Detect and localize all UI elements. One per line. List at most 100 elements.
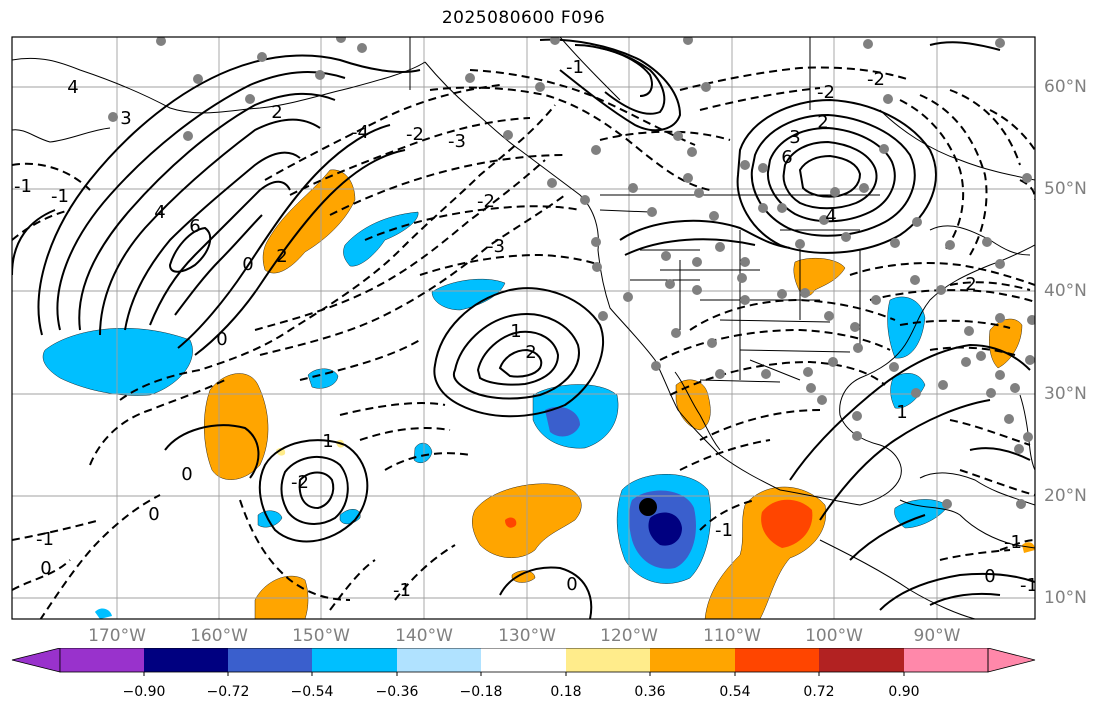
- contour-label: 1: [322, 431, 333, 452]
- contour-label: 2: [276, 246, 287, 267]
- shade-light-blue: [257, 510, 283, 528]
- colorbar-tick-label: −0.36: [375, 684, 419, 700]
- colorbar-tick-label: 0.36: [634, 684, 666, 700]
- contour-label: -1: [393, 580, 411, 601]
- lat-label: 10°N: [1044, 588, 1087, 608]
- negative-contours: [12, 66, 1035, 619]
- contour-label: -1: [51, 186, 69, 207]
- contour-label: -1: [715, 520, 733, 541]
- contour-label: -1: [36, 529, 54, 550]
- colorbar-tick-label: 0.72: [803, 684, 835, 700]
- lon-label: 90°W: [913, 626, 961, 646]
- colorbar-tick-label: 0.54: [719, 684, 751, 700]
- colorbar-tick-label: −0.90: [122, 684, 166, 700]
- colorbar-tick-label: −0.54: [290, 684, 334, 700]
- contour-label: 0: [148, 504, 159, 525]
- colorbar-segment: [144, 648, 228, 672]
- station-markers: [108, 37, 1035, 509]
- colorbar-segment: [566, 648, 650, 672]
- contour-label: -2: [406, 124, 424, 145]
- colorbar-tick-label: −0.72: [206, 684, 250, 700]
- contour-label: 1: [510, 321, 521, 342]
- contour-label: -3: [448, 131, 466, 152]
- black-marker: [639, 498, 657, 516]
- lon-label: 170°W: [88, 626, 146, 646]
- contour-label: -2: [477, 191, 495, 212]
- contour-label: 0: [984, 566, 995, 587]
- contour-label-layer: 4 3 2 6 4 2 0 -1 -2 -3 -4 -2 -3 -1 0 2 1…: [14, 57, 1038, 601]
- shade-light-blue: [413, 442, 433, 463]
- contour-label: 3: [789, 127, 800, 148]
- contour-label: 0: [216, 329, 227, 350]
- shade-light-blue: [431, 278, 506, 311]
- contour-label: -1: [1004, 532, 1022, 553]
- contour-label: 6: [781, 147, 792, 168]
- shade-red: [761, 499, 813, 548]
- lat-label: 60°N: [1044, 77, 1087, 97]
- shade-light-blue: [95, 608, 112, 619]
- contour-label: -2: [291, 472, 309, 493]
- lon-label: 140°W: [395, 626, 453, 646]
- map-title: 2025080600 F096: [441, 8, 606, 28]
- contour-label: 4: [154, 202, 165, 223]
- colorbar: [11, 648, 1036, 676]
- coastlines: [12, 37, 1035, 619]
- colorbar-extend-right: [987, 648, 1036, 673]
- contour-label: 0: [40, 558, 51, 579]
- colorbar-tick-label: 0.90: [888, 684, 920, 700]
- contour-label: -2: [867, 69, 885, 90]
- lon-label: 100°W: [805, 626, 863, 646]
- lat-label: 20°N: [1044, 486, 1087, 506]
- colorbar-segment: [650, 648, 735, 672]
- contour-label: 2: [271, 102, 282, 123]
- colorbar-segment: [481, 648, 566, 672]
- contour-label: 0: [242, 254, 253, 275]
- contour-label: -4: [351, 122, 369, 143]
- colorbar-segment: [60, 648, 144, 672]
- contour-label: -1: [566, 57, 584, 78]
- shade-light-blue: [343, 211, 419, 267]
- contour-label: 0: [181, 464, 192, 485]
- colorbar-segment: [228, 648, 312, 672]
- contour-label: 0: [566, 574, 577, 595]
- colorbar-tick-label: 0.18: [550, 684, 582, 700]
- lon-label: 130°W: [498, 626, 556, 646]
- contour-label: -3: [487, 236, 505, 257]
- contour-label: 2: [817, 112, 828, 133]
- lon-label: 120°W: [600, 626, 658, 646]
- lon-label: 110°W: [703, 626, 761, 646]
- lat-label: 40°N: [1044, 281, 1087, 301]
- map-frame: [11, 36, 1036, 620]
- contour-label: 4: [67, 77, 78, 98]
- contour-label: 2: [525, 342, 536, 363]
- colorbar-extend-left: [11, 648, 61, 673]
- shade-navy: [648, 512, 682, 546]
- lat-label: 50°N: [1044, 179, 1087, 199]
- colorbar-segment: [819, 648, 904, 672]
- shade-yellow: [276, 447, 286, 456]
- contour-label: 1: [896, 402, 907, 423]
- shade-light-blue: [890, 373, 926, 409]
- contour-label: 3: [120, 108, 131, 129]
- colorbar-segment: [904, 648, 988, 672]
- shade-orange: [989, 318, 1023, 369]
- colorbar-segment: [312, 648, 397, 672]
- lat-label: 30°N: [1044, 384, 1087, 404]
- contour-label: 6: [189, 216, 200, 237]
- colorbar-frame: [59, 648, 989, 673]
- contour-label: 2: [965, 274, 976, 295]
- colorbar-segment: [735, 648, 819, 672]
- contour-label: -1: [14, 176, 32, 197]
- colorbar-segment: [397, 648, 481, 672]
- contour-label: 4: [825, 206, 836, 227]
- lon-label: 150°W: [292, 626, 350, 646]
- positive-contours: [12, 38, 1035, 619]
- shade-light-blue: [887, 296, 926, 359]
- shade-blue: [545, 406, 580, 437]
- shade-red: [505, 517, 517, 528]
- shade-light-blue: [307, 368, 339, 389]
- shade-light-blue: [42, 328, 193, 396]
- contour-label: -1: [1020, 575, 1038, 596]
- contour-label: -2: [817, 82, 835, 103]
